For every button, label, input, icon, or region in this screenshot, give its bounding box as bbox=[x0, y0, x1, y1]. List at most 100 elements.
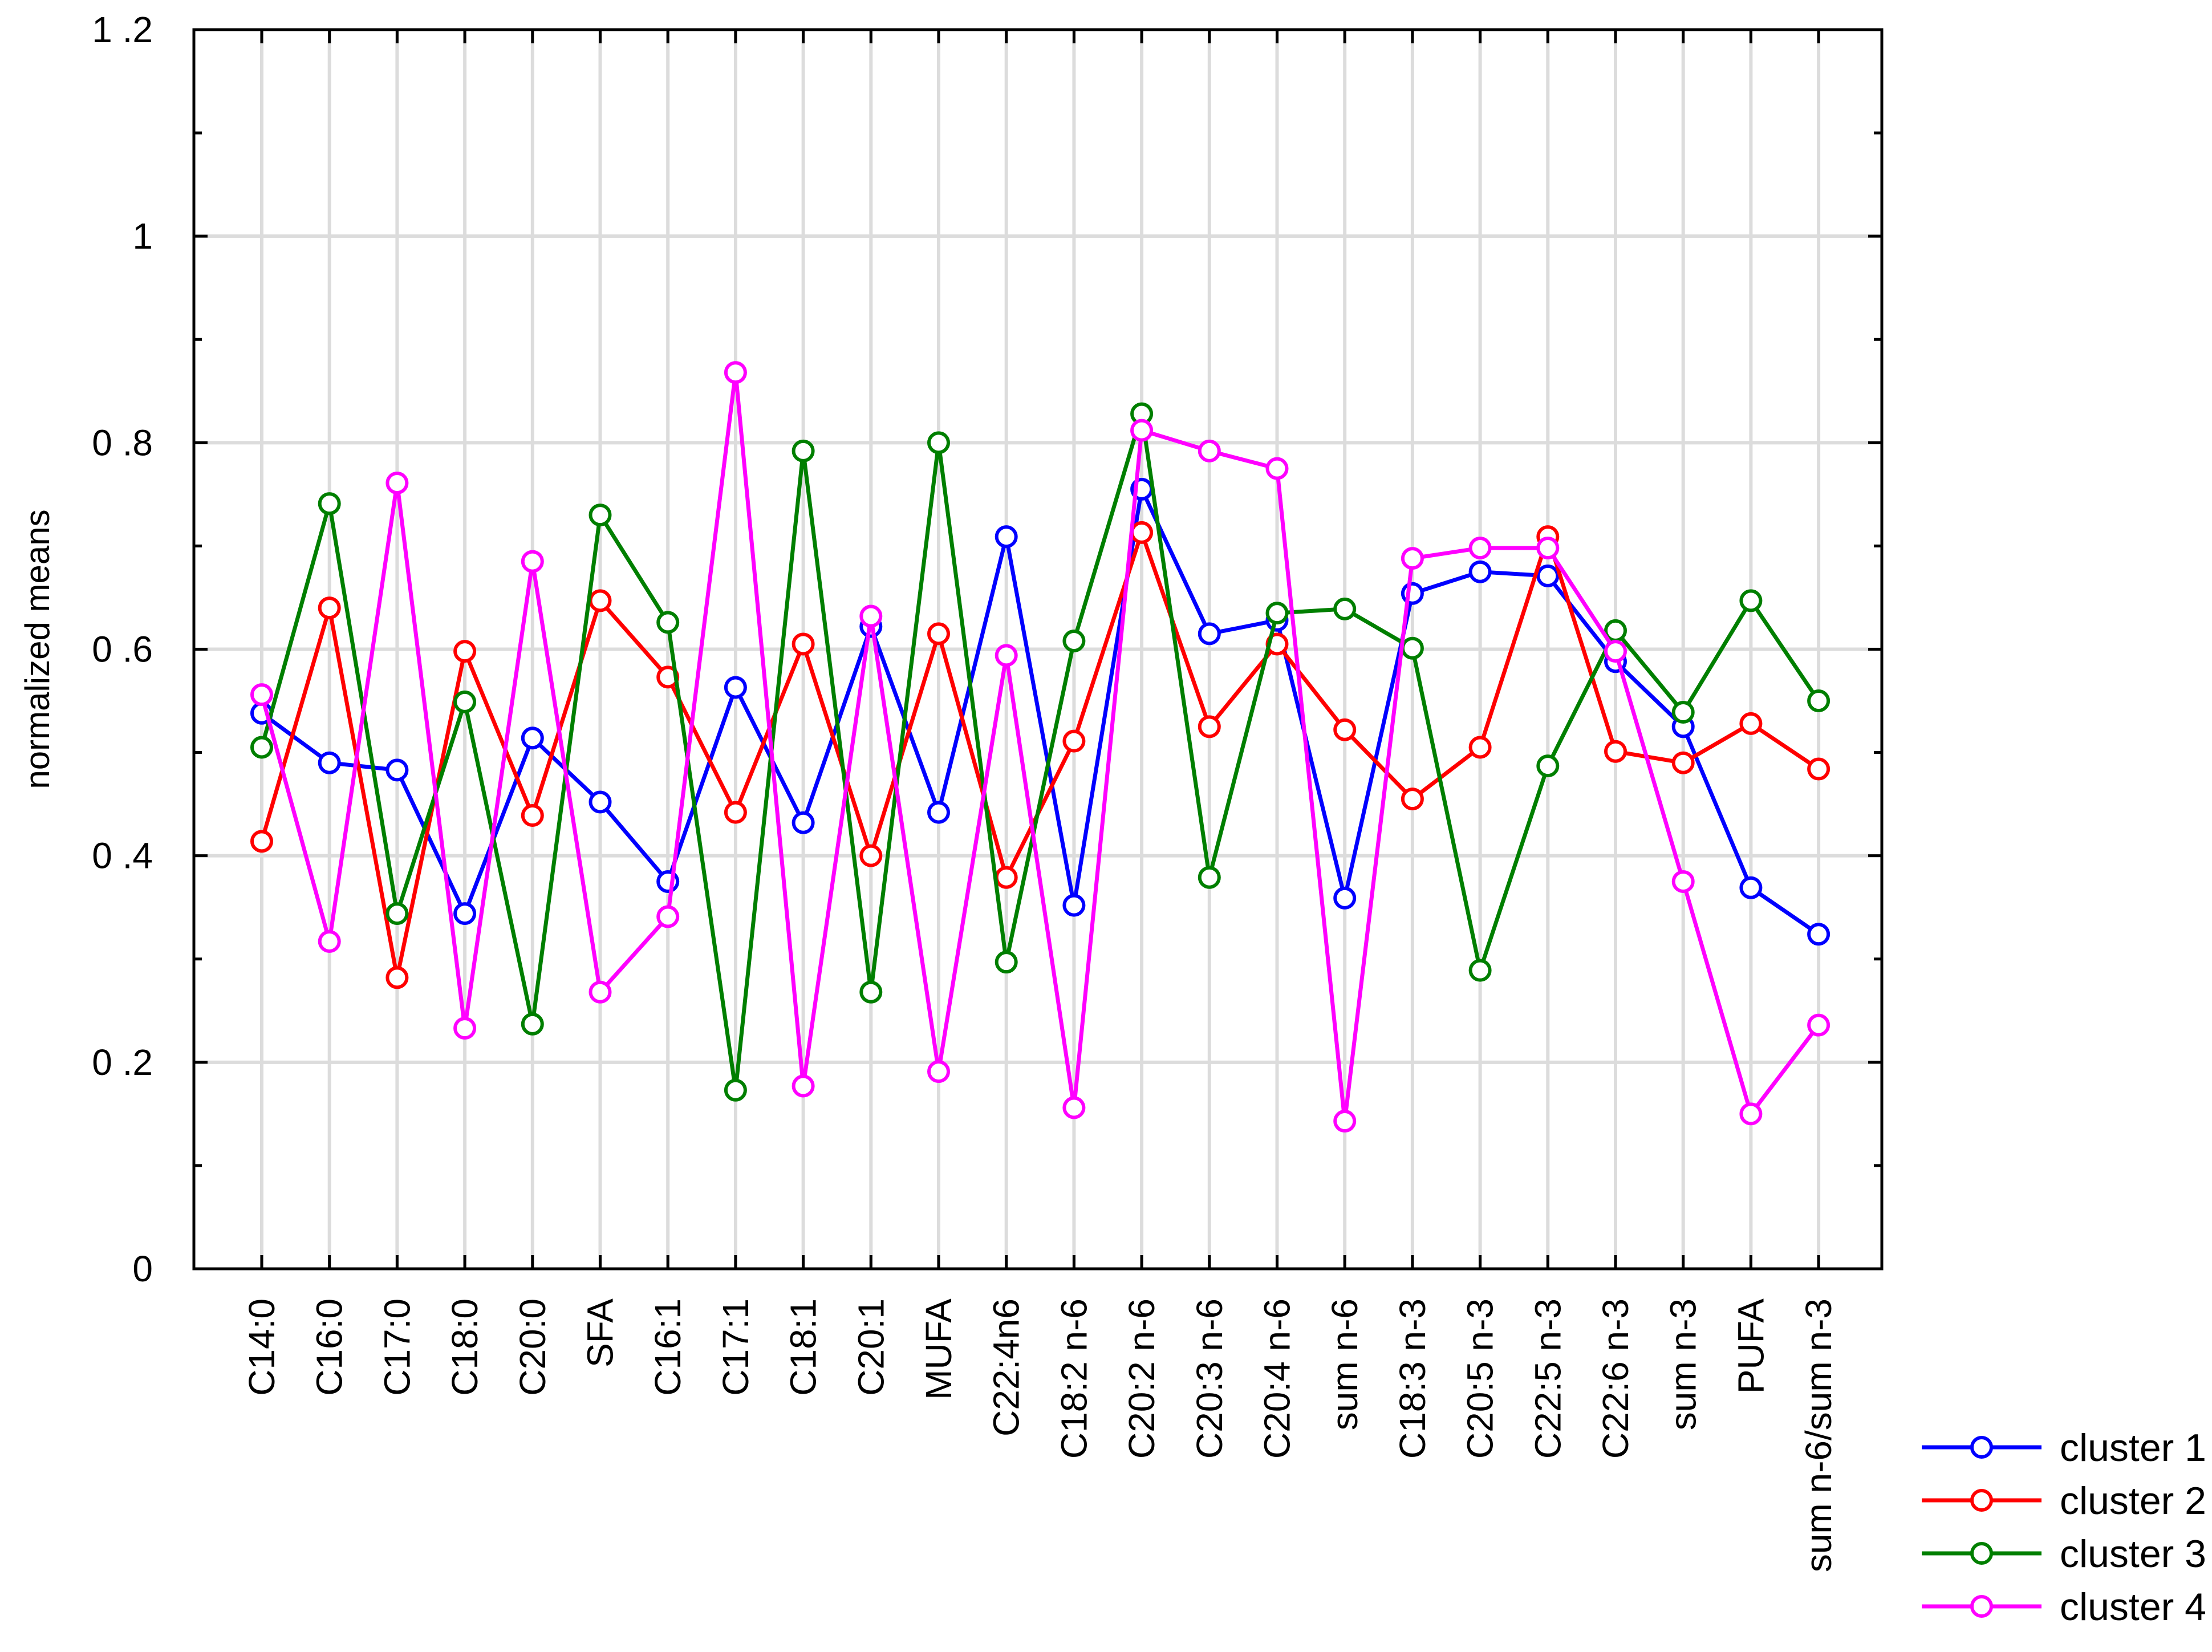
x-tick-label: sum n-6/sum n-3 bbox=[1798, 1298, 1839, 1572]
data-point bbox=[792, 632, 815, 656]
data-point bbox=[1401, 636, 1424, 660]
data-point bbox=[1198, 622, 1221, 646]
x-tick-label: C22:4n6 bbox=[986, 1298, 1027, 1436]
data-point bbox=[1468, 959, 1492, 982]
data-point bbox=[318, 751, 341, 774]
data-point bbox=[1062, 1096, 1086, 1119]
y-axis-title: normalized means bbox=[18, 509, 56, 789]
x-tick-label: C18:1 bbox=[783, 1298, 824, 1396]
data-point bbox=[1807, 923, 1831, 946]
data-point bbox=[1401, 547, 1424, 570]
x-tick-label: C22:6 n-3 bbox=[1595, 1298, 1636, 1459]
data-point bbox=[1333, 886, 1357, 910]
y-tick-label: 0 .6 bbox=[92, 629, 153, 670]
data-point bbox=[724, 676, 747, 699]
legend-item: cluster 3 bbox=[1922, 1532, 2206, 1576]
x-tick-label: C20:5 n-3 bbox=[1460, 1298, 1501, 1459]
data-point bbox=[1062, 630, 1086, 653]
data-point bbox=[1468, 736, 1492, 759]
data-point bbox=[859, 604, 883, 628]
x-tick-label: C20:4 n-6 bbox=[1257, 1298, 1298, 1459]
data-point bbox=[792, 439, 815, 462]
data-point bbox=[1198, 715, 1221, 738]
y-tick-label: 1 bbox=[132, 216, 153, 257]
data-point bbox=[927, 431, 950, 454]
data-point bbox=[588, 504, 612, 527]
x-axis-tick-labels: C14:0 C16:0 C17:0 C18:0 C20:0 SFA C16:1 C17:1 C1… bbox=[241, 1298, 1839, 1572]
data-point bbox=[453, 640, 477, 663]
data-point bbox=[385, 471, 409, 494]
legend: cluster 1 cluster 2 cluster 3 cluster 4 bbox=[1922, 1426, 2206, 1629]
data-point bbox=[792, 1074, 815, 1098]
x-tick-label: PUFA bbox=[1730, 1298, 1771, 1394]
legend-swatch-marker bbox=[1970, 1436, 1993, 1459]
data-point bbox=[1536, 537, 1560, 560]
data-point bbox=[318, 596, 341, 620]
data-point bbox=[453, 690, 477, 713]
x-tick-label: C22:5 n-3 bbox=[1527, 1298, 1568, 1459]
data-point bbox=[724, 801, 747, 824]
data-point bbox=[995, 951, 1018, 974]
data-point bbox=[588, 980, 612, 1004]
x-tick-label: C18:0 bbox=[444, 1298, 485, 1396]
x-tick-label: C20:3 n-6 bbox=[1189, 1298, 1230, 1459]
legend-item: cluster 4 bbox=[1922, 1585, 2206, 1629]
series-cluster-2 bbox=[250, 521, 1831, 989]
y-tick-label: 0 .2 bbox=[92, 1042, 153, 1083]
data-point bbox=[1062, 729, 1086, 753]
x-tick-label: MUFA bbox=[918, 1298, 959, 1400]
data-point bbox=[1062, 894, 1086, 917]
data-point bbox=[1333, 1110, 1357, 1133]
data-point bbox=[588, 790, 612, 814]
data-point bbox=[521, 1012, 544, 1036]
x-tick-label: sum n-6 bbox=[1324, 1298, 1365, 1430]
series-line bbox=[259, 412, 1821, 1093]
legend-label: cluster 1 bbox=[2060, 1426, 2206, 1470]
data-point bbox=[656, 905, 680, 928]
x-tick-label: C18:3 n-3 bbox=[1392, 1298, 1433, 1459]
data-point bbox=[521, 804, 544, 827]
data-point bbox=[1739, 1102, 1763, 1126]
data-point bbox=[1671, 751, 1695, 774]
x-tick-label: C17:0 bbox=[376, 1298, 417, 1396]
data-point bbox=[318, 492, 341, 516]
legend-label: cluster 3 bbox=[2060, 1532, 2206, 1576]
y-tick-label: 1 .2 bbox=[92, 9, 153, 50]
legend-swatch-marker bbox=[1970, 1595, 1993, 1618]
series-lines bbox=[250, 361, 1831, 1133]
data-point bbox=[1739, 712, 1763, 735]
data-point bbox=[250, 830, 273, 853]
y-tick-label: 0 bbox=[132, 1248, 153, 1289]
data-point bbox=[927, 1060, 950, 1083]
data-point bbox=[1468, 560, 1492, 583]
series-cluster-3 bbox=[250, 402, 1831, 1102]
data-point bbox=[1265, 602, 1289, 625]
data-point bbox=[1130, 419, 1154, 442]
data-point bbox=[1536, 564, 1560, 587]
data-point bbox=[1807, 757, 1831, 781]
data-point bbox=[250, 736, 273, 759]
series-line bbox=[259, 370, 1820, 1123]
data-point bbox=[656, 611, 680, 634]
data-point bbox=[521, 550, 544, 573]
legend-label: cluster 2 bbox=[2060, 1479, 2206, 1523]
y-axis-tick-labels: 0 0 .2 0 .4 0 .6 0 .8 1 1 .2 bbox=[92, 9, 153, 1289]
data-point bbox=[1198, 439, 1221, 462]
data-point bbox=[859, 980, 883, 1004]
data-point bbox=[995, 644, 1018, 667]
data-point bbox=[1333, 718, 1357, 741]
data-point bbox=[792, 811, 815, 834]
legend-swatch-marker bbox=[1970, 1489, 1993, 1512]
x-tick-label: SFA bbox=[580, 1298, 621, 1367]
legend-label: cluster 4 bbox=[2060, 1585, 2206, 1629]
x-tick-label: C20:1 bbox=[850, 1298, 891, 1396]
data-point bbox=[1333, 597, 1357, 620]
x-tick-label: C18:2 n-6 bbox=[1053, 1298, 1094, 1459]
data-point bbox=[1468, 537, 1492, 560]
data-point bbox=[724, 1078, 747, 1102]
data-point bbox=[588, 589, 612, 612]
x-tick-label: C16:1 bbox=[647, 1298, 688, 1396]
series-line bbox=[260, 487, 1820, 936]
x-tick-label: C17:1 bbox=[715, 1298, 756, 1396]
data-point bbox=[385, 758, 409, 782]
